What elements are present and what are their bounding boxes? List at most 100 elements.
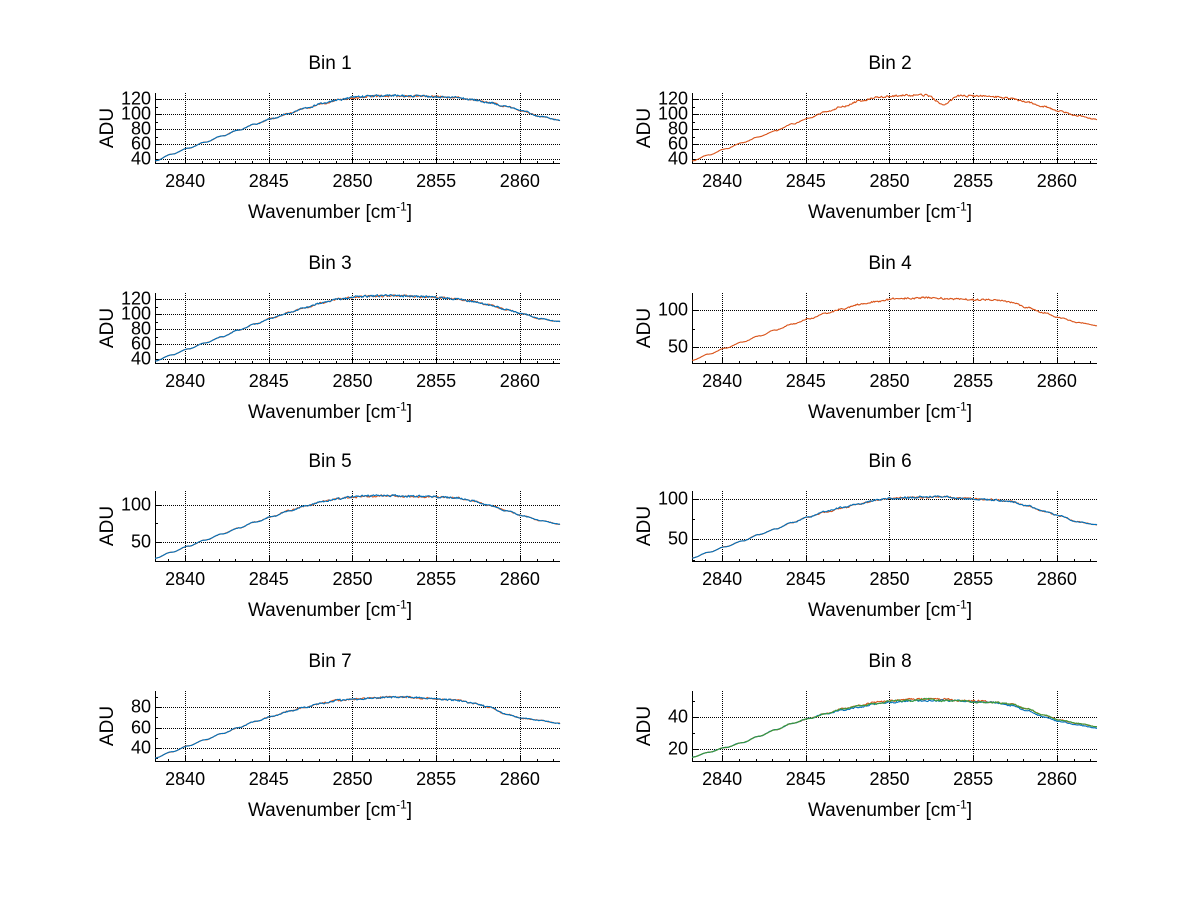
x-tick-label: 2845 (785, 171, 826, 191)
x-tick-minor (705, 759, 707, 762)
subplot-title: Bin 2 (868, 53, 912, 74)
x-gridline (436, 691, 438, 762)
data-traces (155, 93, 560, 164)
x-tick-minor (1040, 161, 1042, 164)
x-gridline (973, 491, 975, 562)
y-tick-mark (155, 542, 161, 544)
x-tick-mark (185, 158, 187, 164)
x-tick-mark (1056, 358, 1058, 364)
axes-area (155, 491, 560, 563)
y-tick-minor (155, 336, 158, 338)
y-gridline (692, 129, 1097, 131)
x-gridline (805, 293, 807, 364)
x-tick-minor (385, 361, 387, 364)
x-tick-mark (973, 358, 975, 364)
x-tick-mark (722, 158, 724, 164)
x-tick-minor (553, 559, 555, 562)
x-axis-label: Wavenumber [cm-1] (620, 797, 1160, 822)
trace-line (155, 696, 560, 758)
trace-line (155, 295, 560, 361)
y-axis-label: ADU (97, 307, 118, 348)
y-tick-label: 40 (130, 737, 151, 758)
y-axis-label: ADU (634, 505, 655, 546)
y-gridline (692, 499, 1097, 501)
trace-line (692, 94, 1097, 161)
x-tick-minor (486, 559, 488, 562)
data-traces (155, 293, 560, 364)
y-tick-label: 40 (667, 706, 688, 727)
x-tick-minor (235, 161, 237, 164)
x-tick-minor (839, 161, 841, 164)
y-tick-label: 50 (667, 528, 688, 549)
x-tick-label: 2850 (869, 171, 910, 191)
x-tick-mark (185, 756, 187, 762)
x-tick-minor (452, 161, 454, 164)
x-tick-minor (989, 759, 991, 762)
x-gridline (268, 491, 270, 562)
x-axis-label-exponent: -1 (956, 797, 967, 812)
subplot-title: Bin 8 (868, 651, 912, 672)
y-tick-minor (155, 306, 158, 308)
x-tick-minor (168, 559, 170, 562)
y-tick-minor (692, 136, 695, 138)
y-axis-label: ADU (634, 107, 655, 148)
x-tick-mark (352, 556, 354, 562)
x-tick-minor (956, 361, 958, 364)
x-tick-minor (201, 361, 203, 364)
y-gridline (155, 99, 560, 101)
x-tick-mark (889, 556, 891, 562)
x-tick-minor (402, 361, 404, 364)
x-tick-minor (755, 759, 757, 762)
x-tick-mark (973, 556, 975, 562)
x-tick-minor (1073, 361, 1075, 364)
subplot-bin-8: Bin 8 2840 2845 2850 2855 2860 20 40 ADU Wavenumb… (620, 650, 1160, 850)
x-tick-minor (218, 161, 220, 164)
y-gridline (692, 99, 1097, 101)
x-gridline (185, 491, 187, 562)
y-tick-minor (155, 136, 158, 138)
x-axis-label-text: Wavenumber [cm (807, 600, 957, 621)
x-tick-mark (185, 358, 187, 364)
x-gridline (268, 293, 270, 364)
y-gridline (155, 542, 560, 544)
y-tick-mark (155, 299, 161, 301)
x-tick-minor (553, 361, 555, 364)
x-tick-minor (285, 361, 287, 364)
x-tick-label: 2860 (1036, 769, 1077, 789)
x-tick-minor (939, 161, 941, 164)
y-axis-label: ADU (97, 705, 118, 746)
x-tick-minor (772, 559, 774, 562)
y-tick-label: 40 (130, 348, 151, 369)
x-gridline (722, 93, 724, 164)
x-tick-minor (385, 759, 387, 762)
x-tick-minor (218, 559, 220, 562)
x-tick-mark (519, 556, 521, 562)
y-tick-label: 120 (120, 288, 151, 309)
y-gridline (692, 309, 1097, 311)
x-tick-minor (369, 759, 371, 762)
x-gridline (889, 491, 891, 562)
x-tick-label: 2850 (332, 371, 373, 391)
x-tick-minor (1023, 361, 1025, 364)
y-axis-label: ADU (97, 107, 118, 148)
x-tick-minor (839, 361, 841, 364)
x-tick-minor (335, 161, 337, 164)
y-tick-label: 50 (130, 531, 151, 552)
x-tick-mark (352, 158, 354, 164)
x-tick-minor (922, 759, 924, 762)
x-tick-minor (235, 559, 237, 562)
x-tick-mark (268, 158, 270, 164)
x-gridline (352, 93, 354, 164)
x-axis-label: Wavenumber [cm-1] (60, 201, 600, 224)
data-traces (692, 93, 1097, 164)
y-axis-label: ADU (634, 307, 655, 348)
x-tick-minor (1090, 559, 1092, 562)
y-tick-mark (155, 727, 161, 729)
x-tick-label: 2855 (416, 769, 457, 789)
y-tick-label: 60 (130, 133, 151, 154)
axes-frame (692, 491, 1097, 562)
x-gridline (1056, 93, 1058, 164)
x-tick-minor (402, 759, 404, 762)
x-tick-minor (989, 559, 991, 562)
